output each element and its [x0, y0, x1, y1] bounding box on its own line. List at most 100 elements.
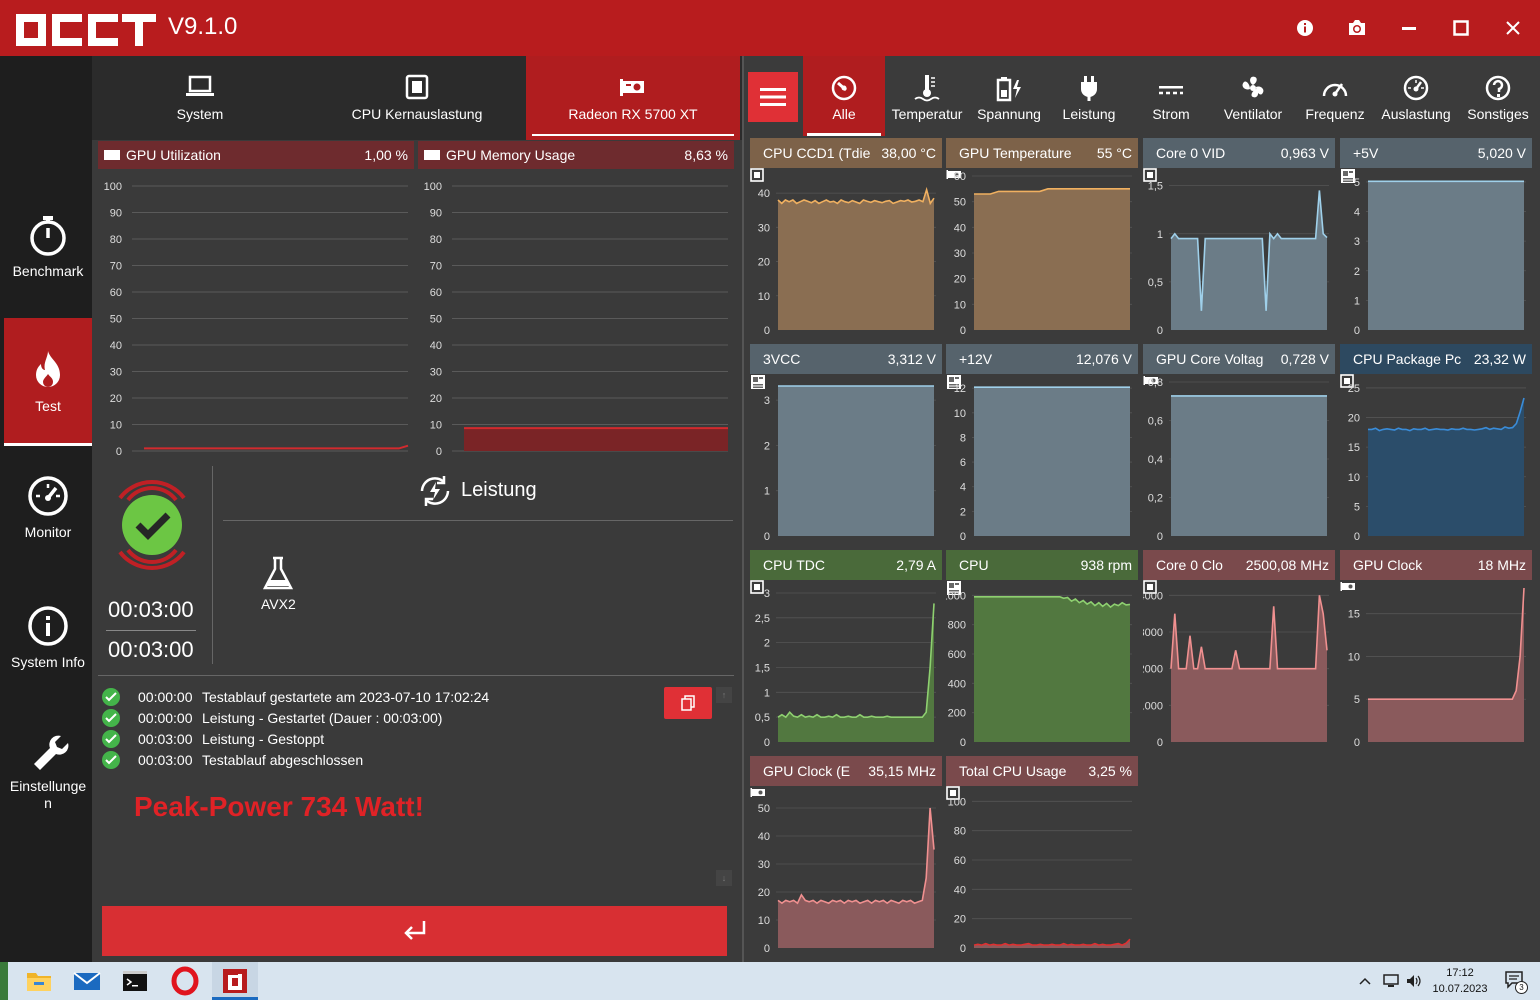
- back-button[interactable]: [102, 906, 727, 956]
- sidebar-item-system-info[interactable]: System Info: [4, 576, 92, 702]
- tab-auslastung[interactable]: Auslastung: [1375, 56, 1457, 136]
- close-button[interactable]: [1498, 13, 1528, 43]
- y-tick-label: 0: [960, 531, 966, 543]
- camera-icon: [1349, 20, 1365, 35]
- sensor-card[interactable]: CPU TDC 2,79 A 3 2,5 2 1,5 1 0,5 0: [750, 550, 942, 750]
- tab-alle[interactable]: Alle: [803, 56, 885, 136]
- start-edge: [0, 962, 8, 1000]
- tab-spannung[interactable]: Spannung: [969, 56, 1049, 136]
- y-tick-label: 90: [110, 208, 122, 220]
- screenshot-button[interactable]: [1342, 13, 1372, 43]
- sensor-header: GPU Clock 18 MHz: [1340, 550, 1532, 591]
- total-timer: 00:03:00: [108, 637, 194, 662]
- scroll-down-button[interactable]: ↓: [716, 870, 732, 886]
- minimize-button[interactable]: [1394, 13, 1424, 43]
- sensor-card[interactable]: GPU Temperature 55 °C 60 50 40 30 20 10 0: [946, 138, 1138, 338]
- tab-cpu-kernauslastung[interactable]: CPU Kernauslastung: [308, 56, 526, 140]
- sidebar-item-benchmark[interactable]: Benchmark: [4, 189, 92, 315]
- check-icon: [102, 687, 120, 706]
- y-tick-label: 3: [764, 588, 770, 600]
- sensor-card[interactable]: GPU Core Voltag 0,728 V 0,8 0,6 0,4 0,2 0: [1143, 344, 1335, 544]
- sensor-card[interactable]: 3VCC 3,312 V 3 2 1 0: [750, 344, 942, 544]
- y-tick-label: 20: [1348, 413, 1360, 425]
- y-tick-label: 90: [430, 208, 442, 220]
- series-area: [464, 428, 728, 451]
- sensor-card[interactable]: +5V 5,020 V 5 4 3 2 1 0: [1340, 138, 1532, 338]
- copy-icon: [681, 695, 695, 711]
- gauge-icon: [28, 476, 68, 516]
- tab-temperatur[interactable]: Temperatur: [887, 56, 967, 136]
- y-tick-label: 50: [110, 314, 122, 326]
- info-button[interactable]: [1290, 13, 1320, 43]
- series-area: [778, 603, 934, 742]
- tab-sonstiges[interactable]: Sonstiges: [1457, 56, 1539, 136]
- sensor-name: Core 0 VID: [1156, 145, 1226, 161]
- sidebar-item-monitor[interactable]: Monitor: [4, 448, 92, 574]
- stopwatch-icon: [30, 216, 66, 256]
- tab-label: Frequenz: [1305, 106, 1365, 122]
- notification-center-button[interactable]: 3: [1504, 970, 1528, 994]
- chevron-up-icon[interactable]: [1358, 975, 1372, 987]
- sensor-name: +5V: [1353, 145, 1379, 161]
- sensor-chart: 5 4 3 2 1 0: [1354, 177, 1526, 337]
- sensor-card[interactable]: Core 0 VID 0,963 V 1,5 1 0,5 0: [1143, 138, 1335, 338]
- copy-log-button[interactable]: [664, 687, 712, 719]
- system-clock[interactable]: 17:12 10.07.2023: [1430, 965, 1490, 997]
- sidebar-item-einstellungen[interactable]: Einstellunge n: [4, 704, 92, 830]
- sensor-card[interactable]: +12V 12,076 V 12 10 8 6 4 2 0: [946, 344, 1138, 544]
- sensor-card[interactable]: CPU CCD1 (Tdie 38,00 °C 40 30 20 10 0: [750, 138, 942, 338]
- y-tick-label: 30: [758, 222, 770, 234]
- tab-label: Sonstiges: [1467, 106, 1529, 122]
- tab-system[interactable]: System: [92, 56, 308, 140]
- series-line: [1368, 397, 1525, 432]
- log-divider: [98, 675, 734, 676]
- graph-value: 1,00 %: [364, 147, 408, 163]
- log-entry: 00:03:00 Testablauf abgeschlossen: [102, 749, 662, 770]
- network-icon[interactable]: [1382, 973, 1400, 989]
- sensor-card[interactable]: Total CPU Usage 3,25 % 100 80 60 40 20 0: [946, 756, 1138, 956]
- sensor-card[interactable]: GPU Clock (E 35,15 MHz 50 40 30 20 10 0: [750, 756, 942, 956]
- tab-label: Leistung: [1062, 106, 1116, 122]
- sensor-card[interactable]: Core 0 Clo 2500,08 MHz40003000200010000: [1143, 550, 1335, 750]
- tab-radeon-rx-5700-xt[interactable]: Radeon RX 5700 XT: [526, 56, 740, 140]
- mail-icon[interactable]: [72, 966, 102, 996]
- log-message: Leistung - Gestartet (Dauer : 00:03:00): [202, 709, 443, 726]
- y-tick-label: 3: [1354, 236, 1360, 248]
- laptop-icon: [186, 75, 214, 96]
- occt-taskbar-item[interactable]: [212, 962, 258, 1000]
- sensor-value: 38,00 °C: [881, 145, 936, 161]
- tab-ventilator[interactable]: Ventilator: [1211, 56, 1295, 136]
- scroll-up-button[interactable]: ↑: [716, 687, 732, 703]
- file-explorer-icon[interactable]: [24, 966, 54, 996]
- sensor-name: CPU CCD1 (Tdie: [763, 145, 871, 161]
- series-area: [1368, 181, 1524, 330]
- maximize-button[interactable]: [1446, 13, 1476, 43]
- volume-icon[interactable]: [1405, 973, 1423, 989]
- series-area: [1368, 398, 1524, 536]
- y-tick-label: 0: [1157, 737, 1163, 749]
- tab-label: CPU Kernauslastung: [351, 106, 483, 122]
- sensor-value: 23,32 W: [1473, 351, 1526, 367]
- menu-button[interactable]: [748, 72, 798, 122]
- battery-bolt-icon: [996, 77, 1021, 102]
- sensor-card[interactable]: GPU Clock 18 MHz 15 10 5 0: [1340, 550, 1532, 750]
- panel-divider: [742, 56, 744, 962]
- opera-browser-icon[interactable]: [170, 966, 200, 996]
- y-tick-label: 10: [758, 915, 770, 927]
- test-mode-label: Leistung: [461, 479, 537, 501]
- y-tick-label: 25: [1348, 383, 1360, 395]
- tab-label: Strom: [1152, 106, 1190, 122]
- y-tick-label: 6: [960, 457, 966, 469]
- tab-frequenz[interactable]: Frequenz: [1295, 56, 1375, 136]
- y-tick-label: 30: [430, 367, 442, 379]
- y-tick-label: 0: [1354, 325, 1360, 337]
- sidebar-item-test[interactable]: Test: [4, 318, 92, 446]
- series-line: [1170, 190, 1328, 311]
- terminal-icon[interactable]: [120, 966, 150, 996]
- tab-leistung[interactable]: Leistung: [1049, 56, 1129, 136]
- sensor-card[interactable]: CPU Package Pc 23,32 W 25 20 15 10 5 0: [1340, 344, 1532, 544]
- tab-strom[interactable]: Strom: [1131, 56, 1211, 136]
- sensor-chart: 60 50 40 30 20 10 0: [954, 171, 1132, 337]
